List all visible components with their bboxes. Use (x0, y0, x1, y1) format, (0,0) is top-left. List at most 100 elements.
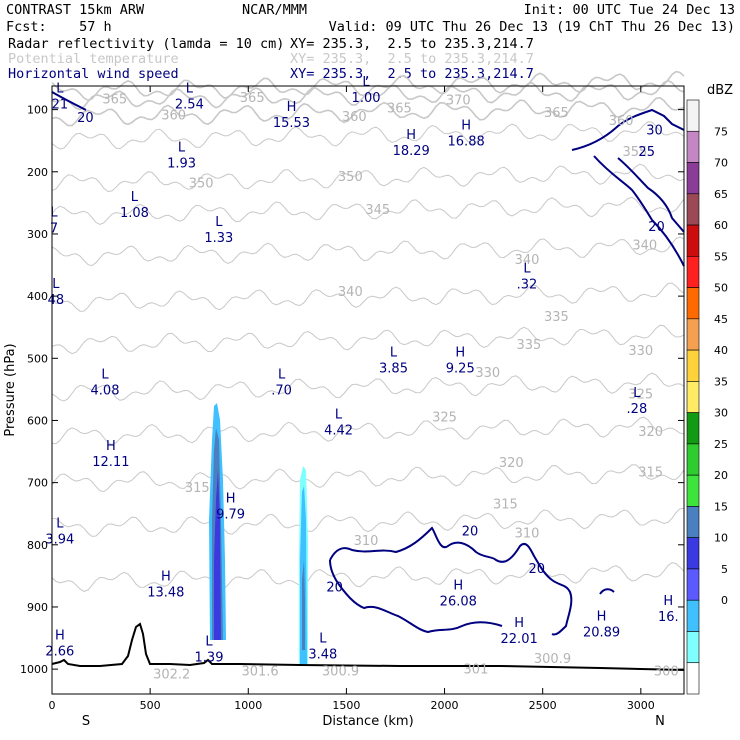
reflectivity-column-2-core (302, 560, 305, 650)
theta-label: 310 (515, 526, 540, 541)
wind-extremum-type: L (186, 81, 194, 96)
y-tick-label: 500 (27, 352, 48, 365)
wind-extremum-type: L (278, 367, 286, 382)
theta-contour-335 (51, 282, 685, 312)
colorbar-swatch (686, 599, 700, 632)
theta-label: 330 (628, 344, 653, 359)
theta-label: 300 (654, 664, 679, 679)
wind-extremum-value: .28 (627, 402, 648, 417)
theta-label: 360 (609, 114, 634, 129)
wind-contour-label: 20 (326, 580, 343, 595)
colorbar-level-label: 20 (714, 469, 728, 482)
colorbar-swatch (686, 568, 700, 601)
wind-extremum-type: H (597, 610, 607, 625)
wind-extremum-type: L (319, 631, 327, 646)
theta-label: 302.2 (153, 667, 190, 682)
colorbar-level-label: 55 (714, 250, 728, 263)
wind-contour-30-upper-right (571, 108, 685, 151)
y-tick-label: 200 (27, 166, 48, 179)
colorbar-swatch (686, 349, 700, 382)
y-axis-label: Pressure (hPa) (3, 343, 18, 436)
contour-labels: 365 360 365 360 365 370 365 360 355 350 350 345 340 3… (45, 75, 678, 682)
colorbar-level-label: 35 (714, 375, 728, 388)
wind-extremum-value: 9.25 (446, 362, 475, 377)
wind-extremum-value: 21 (52, 97, 69, 112)
wind-extremum-type: H (455, 346, 465, 361)
theta-label: 301.6 (241, 664, 278, 679)
wind-contour-label: 20 (648, 220, 665, 235)
colorbar-swatch (686, 537, 700, 570)
colorbar-swatch (686, 318, 700, 351)
field-2-xy: XY= 235.3, 2.5 to 235.3,214.7 (290, 51, 534, 67)
wind-extremum-value: 13.48 (147, 585, 184, 600)
wind-extremum-type: H (287, 100, 297, 115)
wind-contour-20-upper-right (593, 155, 685, 267)
wind-extremum-value: 1.39 (195, 651, 224, 666)
wind-extremum-type: L (215, 215, 223, 230)
wind-extremum-value: 12.11 (92, 455, 129, 470)
theta-contour-350 (51, 163, 685, 193)
theta-contour-370 (51, 70, 685, 102)
colorbar-level-label: 10 (714, 532, 728, 545)
theta-contour-365 (51, 79, 685, 111)
wind-extremum-type: L (362, 75, 370, 90)
colorbar-level-label: 25 (714, 438, 728, 451)
wind-extremum-value: 2.54 (175, 97, 204, 112)
colorbar-swatch (686, 631, 700, 664)
theta-label: 320 (499, 456, 524, 471)
wind-extremum-type: H (453, 579, 463, 594)
center-name: NCAR/MMM (242, 2, 307, 18)
theta-label: 335 (544, 310, 569, 325)
wind-contour-label: 25 (638, 145, 655, 160)
wind-extremum-type: L (335, 408, 343, 423)
wind-extremum-value: 16. (658, 610, 679, 625)
y-tick-label: 900 (27, 601, 48, 614)
theta-label: 365 (544, 106, 569, 121)
colorbar-title: dBZ (707, 83, 733, 98)
wind-speed-contours (51, 91, 685, 636)
wind-extremum-value: 3.48 (308, 647, 337, 662)
wind-extremum-type: L (56, 81, 64, 96)
wind-extremum-type: H (663, 594, 673, 609)
theta-contour-320 (51, 416, 685, 446)
colorbar-level-label: 75 (714, 125, 728, 138)
potential-temperature-contours (51, 70, 685, 592)
wind-extremum-value: 3.94 (45, 532, 74, 547)
theta-label: 355 (623, 145, 648, 160)
colorbar-swatch (686, 381, 700, 413)
left-end-label: S (82, 714, 90, 729)
theta-label: 365 (387, 102, 412, 117)
theta-contour-340 (51, 236, 685, 267)
wind-extremum-value: 3.85 (379, 362, 408, 377)
wind-extremum-value: 1.93 (167, 156, 196, 171)
plot-frame (51, 85, 685, 695)
theta-contour-345 (51, 196, 685, 226)
valid-time: Valid: 09 UTC Thu 26 Dec 13 (19 ChT Thu … (329, 19, 735, 35)
colorbar-swatch (686, 443, 700, 476)
wind-contour-20-upper-left (51, 91, 87, 111)
colorbar-level-label: 70 (714, 157, 728, 170)
x-tick-label: 500 (140, 699, 161, 712)
theta-label: 310 (354, 534, 379, 549)
theta-label: 360 (161, 109, 186, 124)
wind-extremum-value: .32 (517, 278, 538, 293)
wind-extremum-type: H (55, 628, 65, 643)
colorbar-level-label: 50 (714, 282, 728, 295)
wind-extremum-value: 1.08 (120, 206, 149, 221)
wind-extremum-value: 20.89 (583, 626, 620, 641)
colorbar-level-label: 65 (714, 188, 728, 201)
theta-contour-325 (51, 372, 685, 402)
colorbar-swatch (686, 99, 700, 132)
colorbar-swatch (686, 193, 700, 226)
y-tick-label: 800 (27, 539, 48, 552)
theta-label: 300.9 (534, 652, 571, 667)
theta-label: 360 (342, 110, 367, 125)
terrain-outline (51, 622, 685, 671)
theta-contour-315 (51, 464, 685, 493)
wind-extremum-type: H (226, 492, 236, 507)
theta-label: 350 (189, 176, 214, 191)
theta-label: 325 (432, 411, 457, 426)
field-3-xy: XY= 235.3, 2.5 to 235.3,214.7 (290, 66, 534, 82)
wind-extremum-type: L (633, 386, 641, 401)
reflectivity-shading (209, 403, 308, 664)
